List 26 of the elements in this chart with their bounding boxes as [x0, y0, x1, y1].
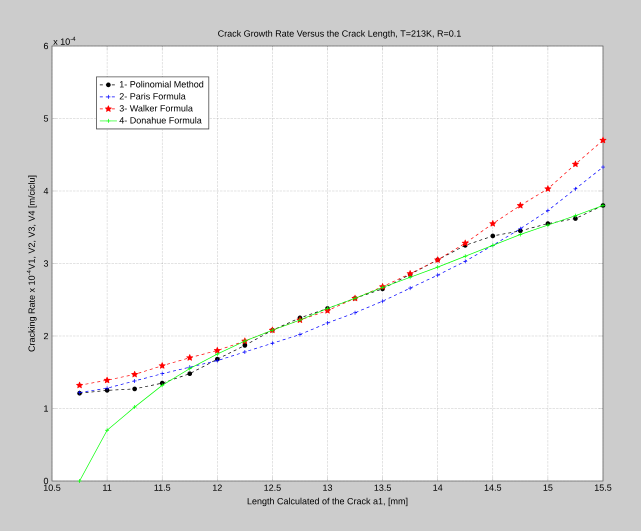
text: x 10$^{-4}$ — [53, 36, 76, 45]
y-tick-label: 0 — [44, 478, 48, 484]
x-tick-label: 11 — [103, 484, 112, 491]
x-tick-label: 13 — [323, 484, 332, 491]
y-tick-label: 5 — [44, 115, 48, 122]
y-tick-label: 4 — [44, 188, 48, 194]
y-tick-label: 2 — [44, 332, 48, 340]
legend-label: 3- Walker Formula — [120, 104, 193, 112]
x-tick-label: 14 — [433, 484, 442, 491]
legend-label: 4- Donahue Formula — [119, 116, 202, 124]
y-tick-label: 6 — [44, 42, 48, 50]
legend-label: 2- Paris Formula — [120, 92, 186, 100]
x-tick-label: 10.5 — [44, 484, 60, 491]
y-axis-title: Cracking Rate x 10$^{-4}$V1, V2, V3, V4 [m/ciclu] — [26, 176, 37, 352]
x-tick-label: 14.5 — [484, 484, 502, 491]
chart-title: Crack Growth Rate Versus the Crack Length, T=213K, R=0.1 — [218, 30, 461, 38]
x-axis-title: Length Calculated of the Crack a1, [mm] — [248, 498, 408, 506]
x-tick-label: 11.5 — [154, 484, 170, 491]
x-tick-label: 12.5 — [264, 484, 281, 491]
x-tick-label: 13.5 — [374, 484, 391, 491]
x-tick-label: 15 — [544, 484, 553, 491]
x-tick-label: 12 — [212, 484, 222, 491]
x-tick-label: 15.5 — [594, 484, 612, 491]
y-tick-label: 1 — [44, 405, 48, 412]
legend-label: 1- Polinomial Method — [120, 80, 204, 88]
y-tick-label: 3 — [44, 260, 48, 267]
